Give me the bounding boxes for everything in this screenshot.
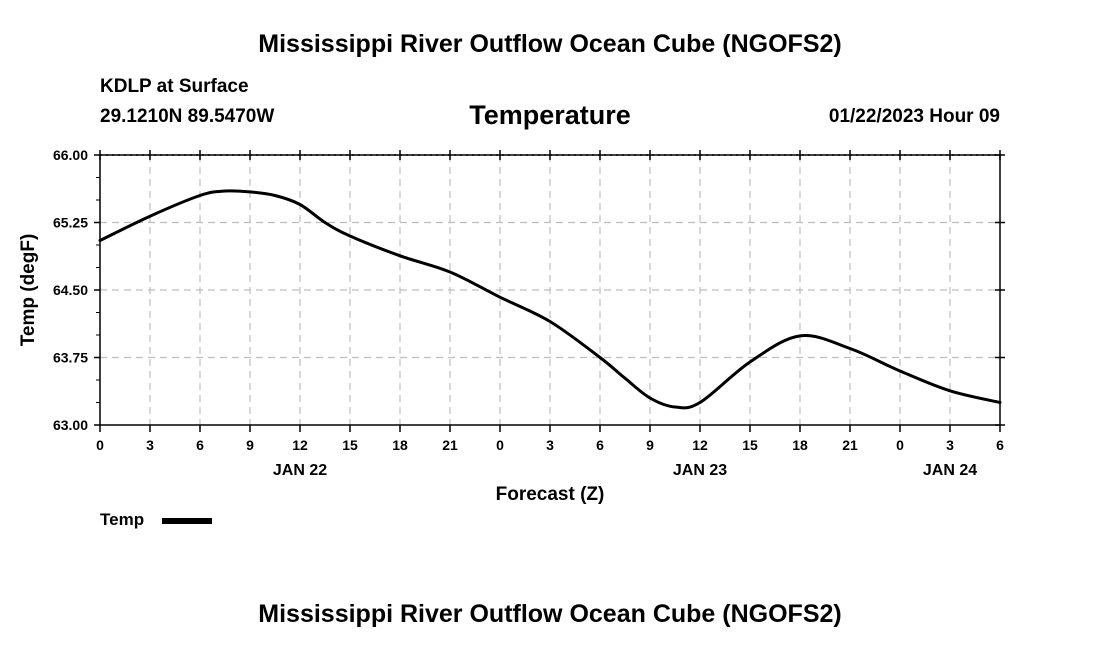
x-tick-label: 3 bbox=[946, 437, 954, 453]
y-tick-label: 64.50 bbox=[53, 282, 88, 298]
x-tick-label: 9 bbox=[646, 437, 654, 453]
y-tick-label: 66.00 bbox=[53, 147, 88, 163]
x-tick-label: 15 bbox=[742, 437, 758, 453]
x-tick-label: 15 bbox=[342, 437, 358, 453]
coordinates-label: 29.1210N 89.5470W bbox=[100, 106, 275, 127]
x-tick-label: 9 bbox=[246, 437, 254, 453]
temp-series-line bbox=[98, 189, 1002, 410]
x-tick-label: 12 bbox=[692, 437, 708, 453]
y-tick-label: 63.00 bbox=[53, 417, 88, 433]
date-label: JAN 22 bbox=[273, 462, 327, 479]
y-axis: 63.00 63.75 64.50 65.25 66.00 bbox=[53, 147, 1005, 433]
x-tick-label: 12 bbox=[292, 437, 308, 453]
forecast-datetime: 01/22/2023 Hour 09 bbox=[828, 106, 1000, 127]
x-tick-label: 6 bbox=[996, 437, 1004, 453]
station-label: KDLP at Surface bbox=[100, 76, 249, 97]
x-tick-label: 3 bbox=[146, 437, 154, 453]
legend-label: Temp bbox=[100, 510, 144, 529]
x-tick-label: 0 bbox=[96, 437, 104, 453]
x-tick-label: 3 bbox=[546, 437, 554, 453]
footer-title: Mississippi River Outflow Ocean Cube (NG… bbox=[258, 600, 842, 628]
x-tick-label: 18 bbox=[792, 437, 808, 453]
x-tick-label: 0 bbox=[896, 437, 904, 453]
grid-lines bbox=[100, 154, 1000, 425]
y-tick-label: 65.25 bbox=[53, 215, 88, 231]
y-tick-label: 63.75 bbox=[53, 350, 88, 366]
x-tick-label: 18 bbox=[392, 437, 408, 453]
x-tick-label: 0 bbox=[496, 437, 504, 453]
x-axis-label: Forecast (Z) bbox=[496, 484, 605, 505]
date-label: JAN 24 bbox=[923, 462, 977, 479]
y-axis-label: Temp (degF) bbox=[18, 234, 39, 347]
x-axis: 0 3 6 9 12 15 18 21 0 3 6 9 12 15 18 21 0 3 6 bbox=[96, 150, 1004, 453]
chart-title: Temperature bbox=[469, 100, 631, 130]
x-tick-label: 21 bbox=[842, 437, 858, 453]
date-label: JAN 23 bbox=[673, 462, 727, 479]
x-tick-label: 21 bbox=[442, 437, 458, 453]
main-title: Mississippi River Outflow Ocean Cube (NG… bbox=[258, 30, 842, 58]
temperature-chart: 63.00 63.75 64.50 65.25 66.00 0 3 6 9 12 15 18 21 0 3… bbox=[18, 147, 1005, 529]
x-tick-label: 6 bbox=[196, 437, 204, 453]
x-tick-label: 6 bbox=[596, 437, 604, 453]
date-labels: JAN 22 JAN 23 JAN 24 bbox=[273, 462, 977, 479]
